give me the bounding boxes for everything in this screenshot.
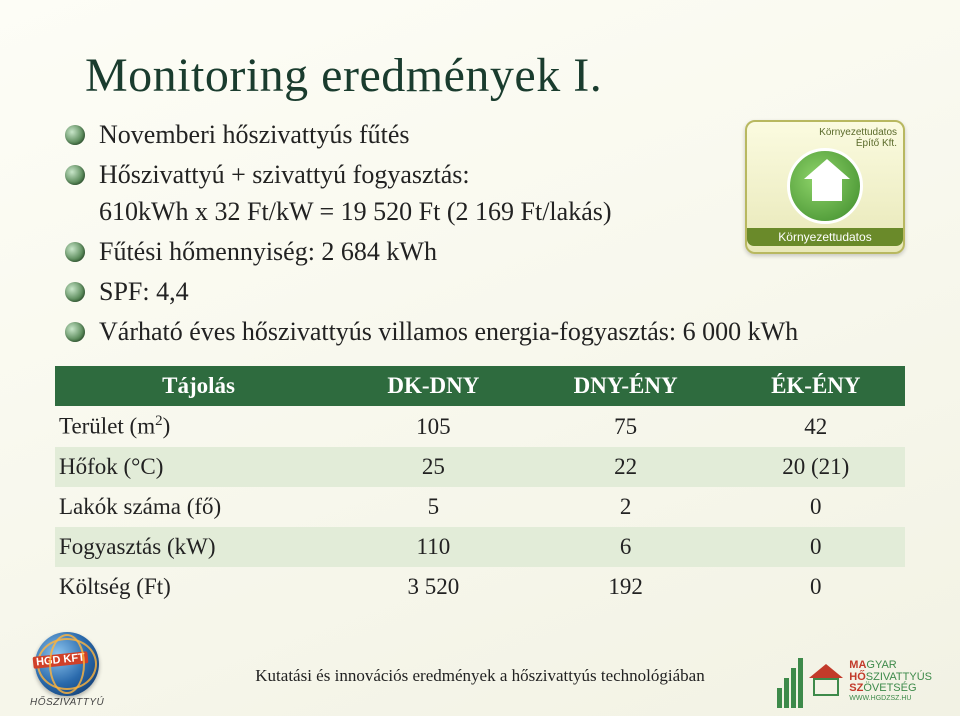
col-header: DNY-ÉNY — [525, 366, 727, 406]
row-label: Terület (m2) — [55, 406, 342, 447]
bullet-icon — [65, 125, 85, 145]
row-label: Hőfok (°C) — [55, 447, 342, 487]
t: GYAR — [866, 659, 896, 671]
bullet-text: Várható éves hőszivattyús villamos energ… — [99, 314, 905, 351]
cell: 192 — [525, 567, 727, 607]
row-label: Lakók száma (fő) — [55, 487, 342, 527]
table-row: Költség (Ft) 3 520 192 0 — [55, 567, 905, 607]
house-icon — [787, 148, 863, 224]
col-header: DK-DNY — [342, 366, 525, 406]
row-label: Fogyasztás (kW) — [55, 527, 342, 567]
table-row: Lakók száma (fő) 5 2 0 — [55, 487, 905, 527]
table-row: Hőfok (°C) 25 22 20 (21) — [55, 447, 905, 487]
table-row: Terület (m2) 105 75 42 — [55, 406, 905, 447]
badge-line2: Építő Kft. — [856, 138, 897, 149]
cell: 0 — [727, 527, 905, 567]
table-body: Terület (m2) 105 75 42 Hőfok (°C) 25 22 … — [55, 406, 905, 607]
badge-tag: Környezettudatos — [747, 228, 903, 246]
hgd-tag: HGD KFT — [33, 651, 89, 669]
cell: 6 — [525, 527, 727, 567]
bullet-line: Novemberi hőszivattyús fűtés — [99, 120, 410, 149]
eco-badge: Környezettudatos Építő Kft. Környezettud… — [745, 120, 905, 254]
t: SZIVATTYÚS — [866, 671, 932, 683]
col-header: ÉK-ÉNY — [727, 366, 905, 406]
globe-label: HŐSZIVATTYÚ — [30, 697, 104, 708]
slide-title: Monitoring eredmények I. — [85, 48, 905, 103]
logo-right: MAGYAR HŐSZIVATTYÚS SZÖVETSÉG WWW.HGDZSZ… — [777, 654, 932, 708]
bullet-icon — [65, 242, 85, 262]
t: HŐ — [849, 671, 866, 683]
cell: 42 — [727, 406, 905, 447]
table-header-row: Tájolás DK-DNY DNY-ÉNY ÉK-ÉNY — [55, 366, 905, 406]
bullet-item: Várható éves hőszivattyús villamos energ… — [65, 314, 905, 351]
table-row: Fogyasztás (kW) 110 6 0 — [55, 527, 905, 567]
slide: Monitoring eredmények I. Novemberi hőszi… — [0, 0, 960, 716]
bullet-icon — [65, 282, 85, 302]
cell: 25 — [342, 447, 525, 487]
cell: 22 — [525, 447, 727, 487]
cell: 75 — [525, 406, 727, 447]
bars-icon — [777, 654, 803, 708]
bullet-item: SPF: 4,4 — [65, 274, 905, 311]
col-header: Tájolás — [55, 366, 342, 406]
cell: 105 — [342, 406, 525, 447]
cell: 3 520 — [342, 567, 525, 607]
url: WWW.HGDZSZ.HU — [849, 695, 932, 702]
globe-icon: HGD KFT — [35, 632, 99, 696]
t: MA — [849, 659, 866, 671]
cell: 0 — [727, 567, 905, 607]
footer: Kutatási és innovációs eredmények a hősz… — [0, 636, 960, 716]
cell: 2 — [525, 487, 727, 527]
cell: 0 — [727, 487, 905, 527]
t: SZ — [849, 682, 863, 694]
badge-label: Környezettudatos Építő Kft. — [819, 128, 897, 149]
house-icon — [809, 664, 843, 698]
bullet-line: Hőszivattyú + szivattyú fogyasztás: — [99, 160, 470, 189]
bullet-text: SPF: 4,4 — [99, 274, 905, 311]
bullet-icon — [65, 322, 85, 342]
mhsz-text: MAGYAR HŐSZIVATTYÚS SZÖVETSÉG WWW.HGDZSZ… — [849, 660, 932, 702]
cell: 20 (21) — [727, 447, 905, 487]
t: ÖVETSÉG — [863, 682, 916, 694]
row-label: Költség (Ft) — [55, 567, 342, 607]
logo-left: HGD KFT HŐSZIVATTYÚ — [30, 632, 104, 708]
bullet-icon — [65, 165, 85, 185]
bullet-line: 610kWh x 32 Ft/kW = 19 520 Ft (2 169 Ft/… — [99, 197, 612, 226]
cell: 5 — [342, 487, 525, 527]
cell: 110 — [342, 527, 525, 567]
badge-line1: Környezettudatos — [819, 127, 897, 138]
data-table: Tájolás DK-DNY DNY-ÉNY ÉK-ÉNY Terület (m… — [55, 366, 905, 607]
